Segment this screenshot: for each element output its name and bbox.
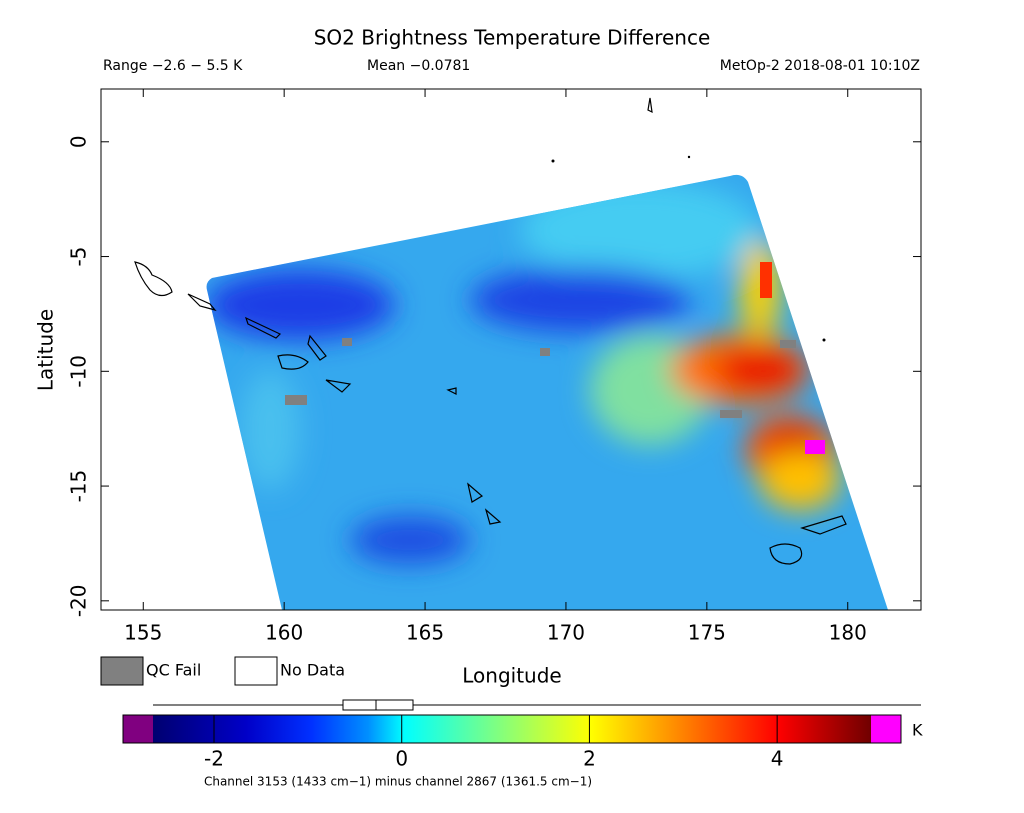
- colorbar-tick-label: 2: [583, 747, 596, 771]
- range: Range −2.6 − 5.5 K: [103, 58, 243, 74]
- y-tick-label: 0: [67, 135, 91, 148]
- colorbar-tick-label: 0: [395, 747, 408, 771]
- colorbar-frame: [122, 714, 902, 744]
- plot-frame: [100, 88, 922, 611]
- legend-swatch: [100, 656, 144, 686]
- y-tick-label: -20: [67, 584, 91, 617]
- source: MetOp-2 2018-08-01 10:10Z: [720, 58, 920, 74]
- y-tick-label: -10: [67, 355, 91, 388]
- y-axis-label: Latitude: [34, 309, 58, 391]
- colorbar-tick-label: 4: [771, 747, 784, 771]
- colorbar-under: [123, 715, 153, 743]
- y-tick-label: -15: [67, 470, 91, 503]
- legend-label: QC Fail: [146, 661, 201, 680]
- slider-thumb: [342, 699, 414, 711]
- colorbar-over: [871, 715, 901, 743]
- x-axis-label: Longitude: [462, 664, 561, 688]
- coastlines: [134, 97, 847, 565]
- colorbar-tick-label: -2: [204, 747, 224, 771]
- x-tick-label: 160: [265, 621, 303, 645]
- x-tick-label: 180: [829, 621, 867, 645]
- y-tick-label: -5: [67, 247, 91, 267]
- swath: [206, 174, 889, 610]
- x-tick-label: 165: [406, 621, 444, 645]
- x-tick-label: 155: [124, 621, 162, 645]
- legend-swatch: [234, 656, 278, 686]
- colorbar: [153, 715, 871, 743]
- x-tick-label: 170: [547, 621, 585, 645]
- title: SO2 Brightness Temperature Difference: [314, 26, 711, 50]
- colorbar-unit: K: [912, 721, 923, 740]
- colorbar-caption: Channel 3153 (1433 cm−1) minus channel 2…: [204, 775, 592, 789]
- x-tick-label: 175: [688, 621, 726, 645]
- legend-label: No Data: [280, 661, 345, 680]
- mean: Mean −0.0781: [367, 58, 470, 74]
